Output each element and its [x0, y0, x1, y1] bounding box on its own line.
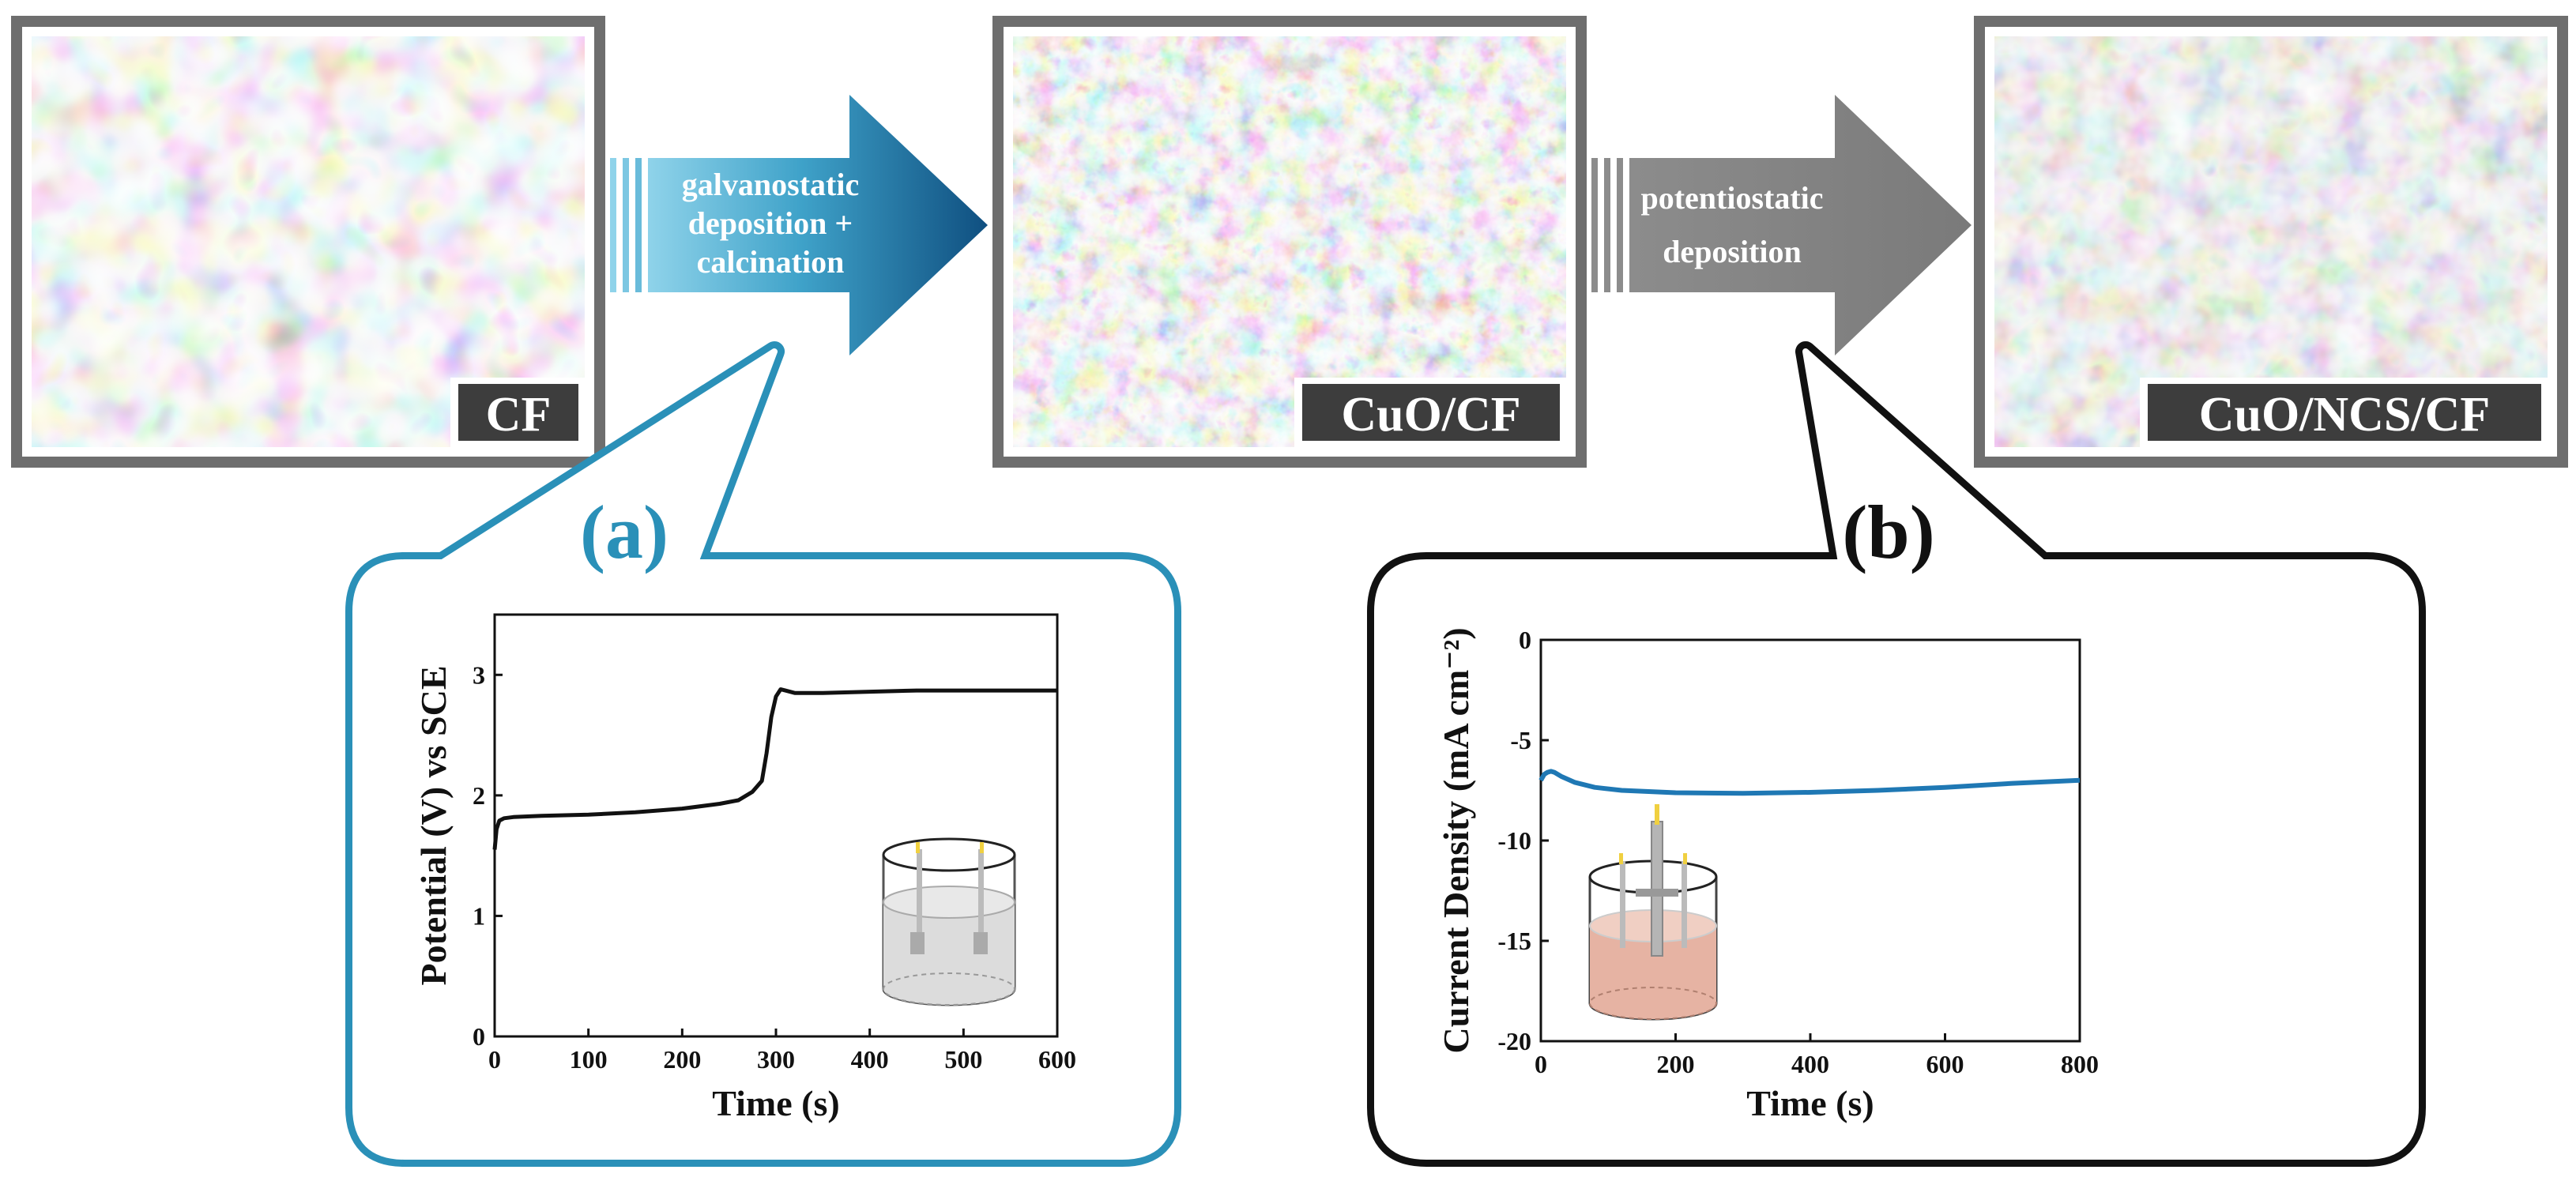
chart-b: 0 200 400 600 800 0 -5 -10 -15 -20 Time (s) Curre… — [1436, 626, 2099, 1123]
label-cuo-ncs-cf: CuO/NCS/CF — [2199, 388, 2491, 442]
arrow-galvanostatic-line-2: deposition + — [688, 205, 853, 241]
label-cuo-cf: CuO/CF — [1341, 388, 1520, 442]
chart-a-xtick-label: 600 — [1038, 1045, 1076, 1074]
chart-b-xtick-label: 600 — [1926, 1050, 1964, 1078]
cell-icon-b — [1588, 804, 1718, 1021]
micrograph-cuo-cf: CuO/CF — [992, 16, 1587, 468]
chart-a-ylabel: Potential (V) vs SCE — [413, 665, 454, 985]
chart-a: 0 100 200 300 400 500 600 0 1 2 3 Time (s) Potenti… — [413, 613, 1076, 1123]
chart-b-ticks: 0 200 400 600 800 0 -5 -10 -15 -20 — [1497, 626, 2099, 1078]
chart-b-xtick-label: 400 — [1791, 1050, 1829, 1078]
chart-a-ytick-label: 0 — [473, 1022, 485, 1051]
arrow-potentiostatic: potentiostatic deposition — [1591, 95, 1972, 355]
chart-a-ytick-label: 3 — [473, 660, 485, 689]
chart-b-xlabel: Time (s) — [1746, 1083, 1874, 1123]
chart-a-series-line — [492, 687, 1057, 850]
chart-b-series-line — [1538, 769, 2081, 796]
chart-b-xtick-label: 800 — [2061, 1050, 2099, 1078]
arrow-potentiostatic-line-2: deposition — [1663, 234, 1802, 269]
chart-a-ticks: 0 100 200 300 400 500 600 0 1 2 3 — [473, 660, 1076, 1074]
chart-a-xlabel: Time (s) — [712, 1083, 839, 1123]
arrow-potentiostatic-line-1: potentiostatic — [1640, 180, 1823, 216]
arrow-galvanostatic-line-1: galvanostatic — [682, 167, 859, 202]
arrow-galvanostatic-line-3: calcination — [697, 244, 845, 280]
cell-icon-a — [882, 837, 1016, 1006]
callout-b: (b) — [1367, 341, 2426, 1167]
arrow-galvanostatic: galvanostatic deposition + calcination — [610, 95, 988, 355]
chart-a-xtick-label: 500 — [944, 1045, 982, 1074]
chart-b-xtick-label: 200 — [1657, 1050, 1695, 1078]
micrograph-cf: CF — [11, 16, 605, 468]
chart-a-xtick-label: 100 — [570, 1045, 608, 1074]
chart-b-ytick-label: 0 — [1519, 626, 1531, 654]
label-cf: CF — [486, 388, 552, 442]
micrograph-cuo-ncs-cf: CuO/NCS/CF — [1974, 16, 2568, 468]
chart-a-xtick-label: 400 — [851, 1045, 889, 1074]
chart-a-xtick-label: 200 — [663, 1045, 701, 1074]
chart-a-xtick-label: 0 — [488, 1045, 501, 1074]
chart-b-ylabel: Current Density (mA cm⁻²) — [1436, 627, 1476, 1053]
chart-b-ytick-label: -20 — [1497, 1027, 1531, 1055]
chart-b-ytick-label: -10 — [1497, 826, 1531, 855]
chart-b-ytick-label: -15 — [1497, 927, 1531, 955]
chart-a-ytick-label: 2 — [473, 781, 485, 810]
chart-a-xtick-label: 300 — [757, 1045, 795, 1074]
panel-label-b: (b) — [1842, 490, 1934, 574]
panel-label-a: (a) — [580, 490, 668, 574]
chart-b-ytick-label: -5 — [1510, 726, 1531, 754]
chart-a-ytick-label: 1 — [473, 901, 485, 930]
chart-b-xtick-label: 0 — [1535, 1050, 1547, 1078]
